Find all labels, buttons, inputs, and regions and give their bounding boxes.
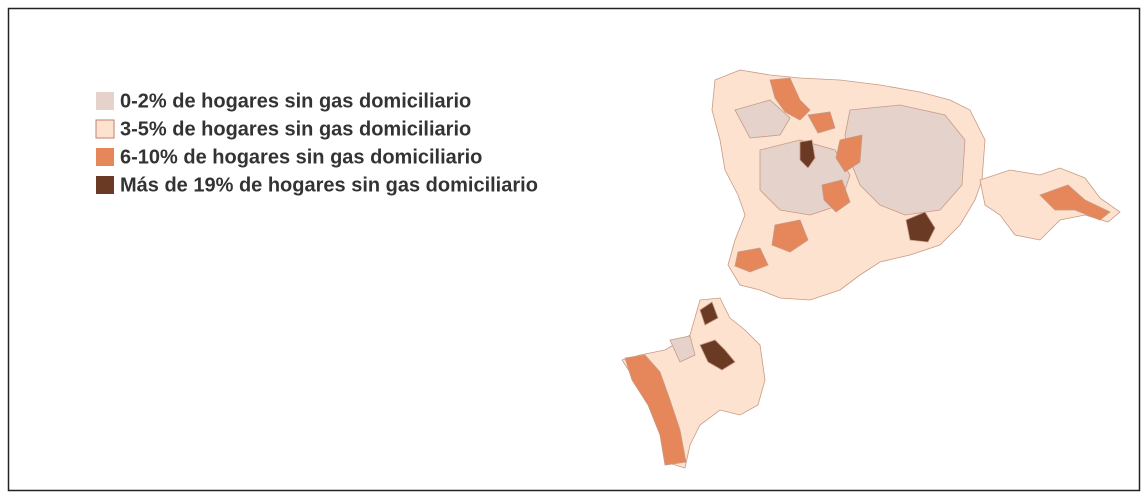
region <box>769 77 811 121</box>
region <box>821 179 851 213</box>
legend-swatch <box>96 148 114 166</box>
map <box>621 69 1121 469</box>
region <box>734 99 791 139</box>
legend-swatch <box>95 119 115 139</box>
legend-label: 0-2% de hogares sin gas domiciliario <box>120 90 471 112</box>
region <box>905 211 936 243</box>
region <box>624 354 687 466</box>
region <box>699 301 719 326</box>
region <box>835 134 863 173</box>
region <box>699 339 736 371</box>
region <box>771 219 809 253</box>
legend-label: 6-10% de hogares sin gas domiciliario <box>120 146 482 168</box>
region <box>1039 184 1111 221</box>
legend-label: 3-5% de hogares sin gas domiciliario <box>120 118 471 140</box>
legend-swatch <box>96 92 114 110</box>
legend-label: Más de 19% de hogares sin gas domiciliar… <box>120 174 538 196</box>
region <box>799 139 816 169</box>
region <box>807 111 836 134</box>
legend-swatch <box>96 176 114 194</box>
region <box>734 247 769 273</box>
frame <box>7 7 1141 492</box>
legend: 0-2% de hogares sin gas domiciliario 3-5%… <box>95 90 538 196</box>
region <box>669 335 696 363</box>
